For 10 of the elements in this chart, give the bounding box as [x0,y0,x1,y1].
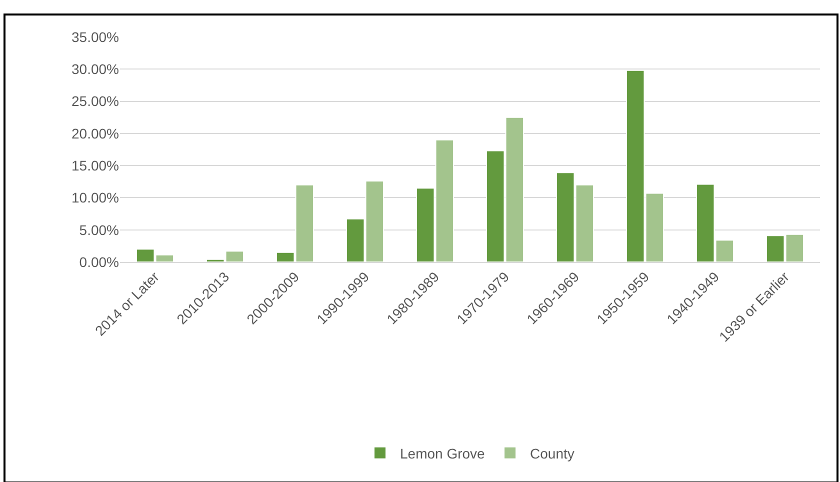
y-tick-label: 10.00% [72,190,119,206]
y-tick-label: 15.00% [72,157,119,174]
legend-label: Lemon Grove [400,445,486,462]
y-tick-label: 0.00% [79,254,119,270]
y-tick-label: 5.00% [79,222,119,238]
y-tick-label: 35.00% [72,28,119,45]
y-tick-label: 20.00% [72,125,119,142]
legend-label: County [530,445,574,462]
y-tick-label: 25.00% [72,93,119,110]
y-tick-label: 30.00% [72,61,119,78]
